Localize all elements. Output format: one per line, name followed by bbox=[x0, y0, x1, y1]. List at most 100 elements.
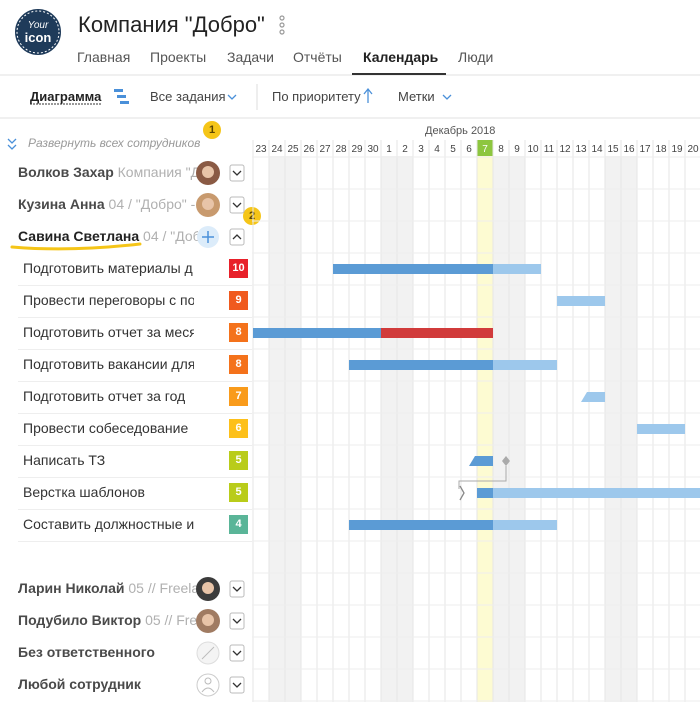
day-label: 13 bbox=[575, 144, 587, 155]
day-label: 15 bbox=[607, 144, 619, 155]
task-bar[interactable] bbox=[637, 424, 685, 434]
task-bar[interactable] bbox=[477, 488, 493, 498]
logo-text: Your bbox=[28, 20, 49, 31]
weekend-column bbox=[493, 156, 509, 702]
row-separator bbox=[18, 317, 252, 318]
person-icon bbox=[201, 677, 215, 693]
view-switch[interactable]: Диаграмма bbox=[30, 89, 102, 104]
chevron[interactable] bbox=[227, 94, 237, 100]
row-controls bbox=[196, 673, 245, 697]
task-title[interactable]: Подготовить отчет за год bbox=[23, 388, 186, 404]
logo[interactable] bbox=[13, 7, 63, 57]
avatar-face bbox=[202, 166, 214, 178]
hint-badge: 1 bbox=[203, 121, 221, 139]
task-bar[interactable] bbox=[557, 296, 605, 306]
nav-tab[interactable]: Люди bbox=[458, 49, 494, 65]
employee-name[interactable]: Любой сотрудник bbox=[18, 676, 198, 692]
day-label: 30 bbox=[367, 144, 379, 155]
task-bar[interactable] bbox=[581, 392, 605, 402]
chevron bbox=[232, 170, 242, 176]
expand-toggle[interactable] bbox=[229, 644, 245, 662]
day-label: 27 bbox=[319, 144, 331, 155]
priority: 9 bbox=[229, 291, 248, 310]
task-bar[interactable] bbox=[493, 520, 557, 530]
task-bar[interactable] bbox=[349, 520, 493, 530]
slash bbox=[201, 646, 215, 660]
tags[interactable]: Метки bbox=[398, 89, 435, 104]
sort-arrow[interactable] bbox=[363, 87, 373, 103]
priority: 4 bbox=[229, 515, 248, 534]
day-label: 28 bbox=[335, 144, 347, 155]
row-controls bbox=[196, 161, 245, 185]
nav-tab[interactable]: Проекты bbox=[150, 49, 207, 65]
avatar-face bbox=[202, 614, 214, 626]
task-bar[interactable] bbox=[333, 264, 493, 274]
expand-toggle[interactable] bbox=[229, 164, 245, 182]
employee-info: 05 // Fre bbox=[145, 612, 198, 628]
day-label: 4 bbox=[434, 144, 440, 155]
expand-all-icon[interactable] bbox=[7, 138, 17, 150]
nav-tab[interactable]: Отчёты bbox=[293, 49, 342, 65]
day-label: 25 bbox=[287, 144, 299, 155]
milestone bbox=[502, 456, 510, 466]
plus bbox=[202, 231, 214, 243]
weekend-column bbox=[605, 156, 621, 702]
nav-tab[interactable]: Календарь bbox=[363, 49, 439, 65]
expand-toggle[interactable] bbox=[229, 580, 245, 598]
row-controls bbox=[196, 577, 245, 601]
employee-name[interactable]: Ларин Николай 05 // Freela bbox=[18, 580, 198, 596]
menu-dots[interactable] bbox=[279, 15, 285, 35]
employee-name[interactable]: Подубило Виктор 05 // Fre bbox=[18, 612, 198, 628]
task-bar[interactable] bbox=[493, 264, 541, 274]
expand-toggle[interactable] bbox=[229, 228, 245, 246]
nav-tab[interactable]: Главная bbox=[77, 49, 131, 65]
task-bar[interactable] bbox=[381, 328, 493, 338]
task-bar[interactable] bbox=[493, 360, 557, 370]
day-label: 8 bbox=[498, 144, 504, 155]
task-title[interactable]: Провести переговоры с по bbox=[23, 292, 194, 308]
task-bar[interactable] bbox=[493, 488, 700, 498]
employee-name[interactable]: Кузина Анна 04 / "Добро" - bbox=[18, 196, 198, 212]
name: Без ответственного bbox=[18, 644, 155, 660]
task-title[interactable]: Подготовить материалы д bbox=[23, 260, 193, 276]
expand-toggle[interactable] bbox=[229, 612, 245, 630]
name: Ларин Николай bbox=[18, 580, 125, 596]
gantt-icon[interactable] bbox=[114, 89, 129, 104]
task-bar[interactable] bbox=[349, 360, 493, 370]
employee-name[interactable]: Волков Захар Компания "Д bbox=[18, 164, 198, 180]
day-label: 12 bbox=[559, 144, 571, 155]
chevron bbox=[232, 650, 242, 656]
expand-toggle[interactable] bbox=[229, 196, 245, 214]
sort[interactable]: По приоритету bbox=[272, 89, 361, 104]
nav-tab[interactable]: Задачи bbox=[227, 49, 275, 65]
day-label: 5 bbox=[450, 144, 456, 155]
task-title[interactable]: Подготовить отчет за меся bbox=[23, 324, 194, 340]
row-separator bbox=[18, 381, 252, 382]
expand-all[interactable]: Развернуть всех сотрудников bbox=[28, 136, 201, 150]
weekend-column bbox=[381, 156, 397, 702]
row-separator bbox=[18, 509, 252, 510]
chevron[interactable] bbox=[442, 94, 452, 100]
priority: 8 bbox=[229, 323, 248, 342]
employee-info: 04 / "Добро" - bbox=[108, 196, 196, 212]
priority: 5 bbox=[229, 483, 248, 502]
task-title[interactable]: Верстка шаблонов bbox=[23, 484, 145, 500]
expand-toggle[interactable] bbox=[229, 676, 245, 694]
employee-name[interactable]: Савина Светлана 04 / "Доб bbox=[18, 228, 198, 244]
task-title[interactable]: Написать ТЗ bbox=[23, 452, 106, 468]
task-bar[interactable] bbox=[469, 456, 493, 466]
employee-name[interactable]: Без ответственного bbox=[18, 644, 198, 660]
logo-text: icon bbox=[25, 30, 52, 45]
task-title[interactable]: Подготовить вакансии для bbox=[23, 356, 194, 372]
highlight-underline bbox=[10, 242, 142, 251]
today-column bbox=[477, 156, 493, 702]
task-bar[interactable] bbox=[253, 328, 381, 338]
logo-ring bbox=[16, 10, 60, 54]
weekend-column bbox=[621, 156, 637, 702]
filter[interactable]: Все задания bbox=[150, 89, 226, 104]
task-title[interactable]: Составить должностные и bbox=[23, 516, 194, 532]
day-label: 17 bbox=[639, 144, 651, 155]
task-title[interactable]: Провести собеседование bbox=[23, 420, 189, 436]
row-controls bbox=[196, 641, 245, 665]
day-label: 23 bbox=[255, 144, 267, 155]
